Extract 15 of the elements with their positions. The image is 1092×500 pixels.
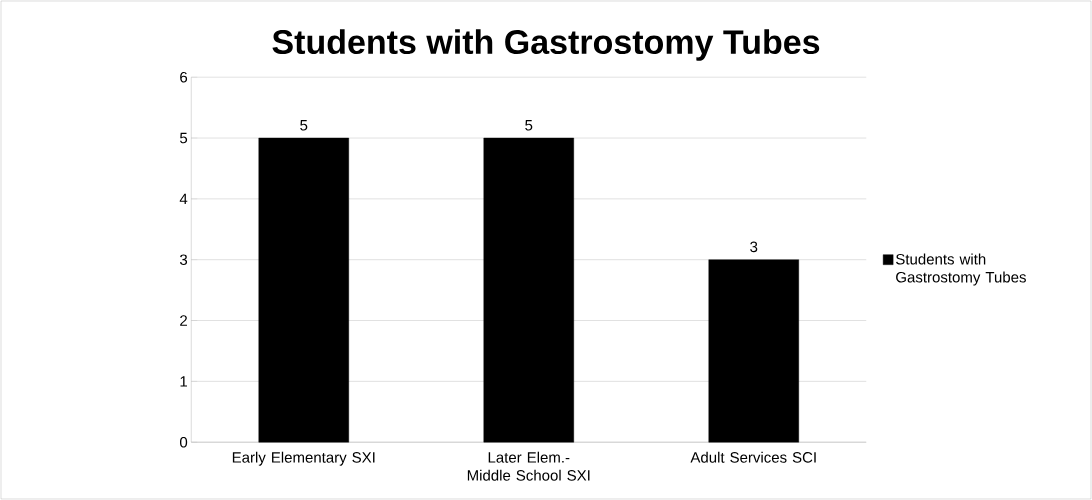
x-tick-label: Early Elementary SXI [232,451,375,466]
x-tick-label: Later Elem.-Middle School SXI [467,451,590,481]
data-label: 3 [750,241,758,253]
x-tick-label: Adult Services SCI [690,451,816,463]
y-tick-label: 0 [179,436,188,448]
y-tick-label: 3 [179,254,188,265]
y-tick-label: 5 [179,132,188,144]
legend-label: Students with Gastrostomy Tubes [896,253,1026,286]
data-label: 5 [525,120,533,131]
data-label: 5 [300,120,308,131]
y-tick-label: 2 [180,315,187,326]
y-tick-label: 1 [180,376,188,387]
chart-title: Students with Gastrostomy Tubes [272,29,820,61]
y-tick-label: 6 [180,71,188,83]
y-tick-label: 4 [179,193,188,205]
